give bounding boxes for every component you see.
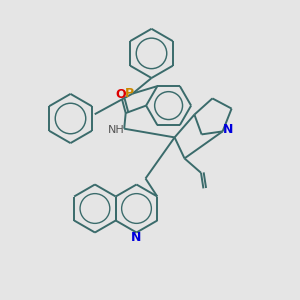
Text: N: N [131, 231, 141, 244]
Text: O: O [115, 88, 126, 101]
Text: P: P [125, 86, 134, 100]
Text: N: N [223, 123, 233, 136]
Text: NH: NH [107, 125, 124, 135]
